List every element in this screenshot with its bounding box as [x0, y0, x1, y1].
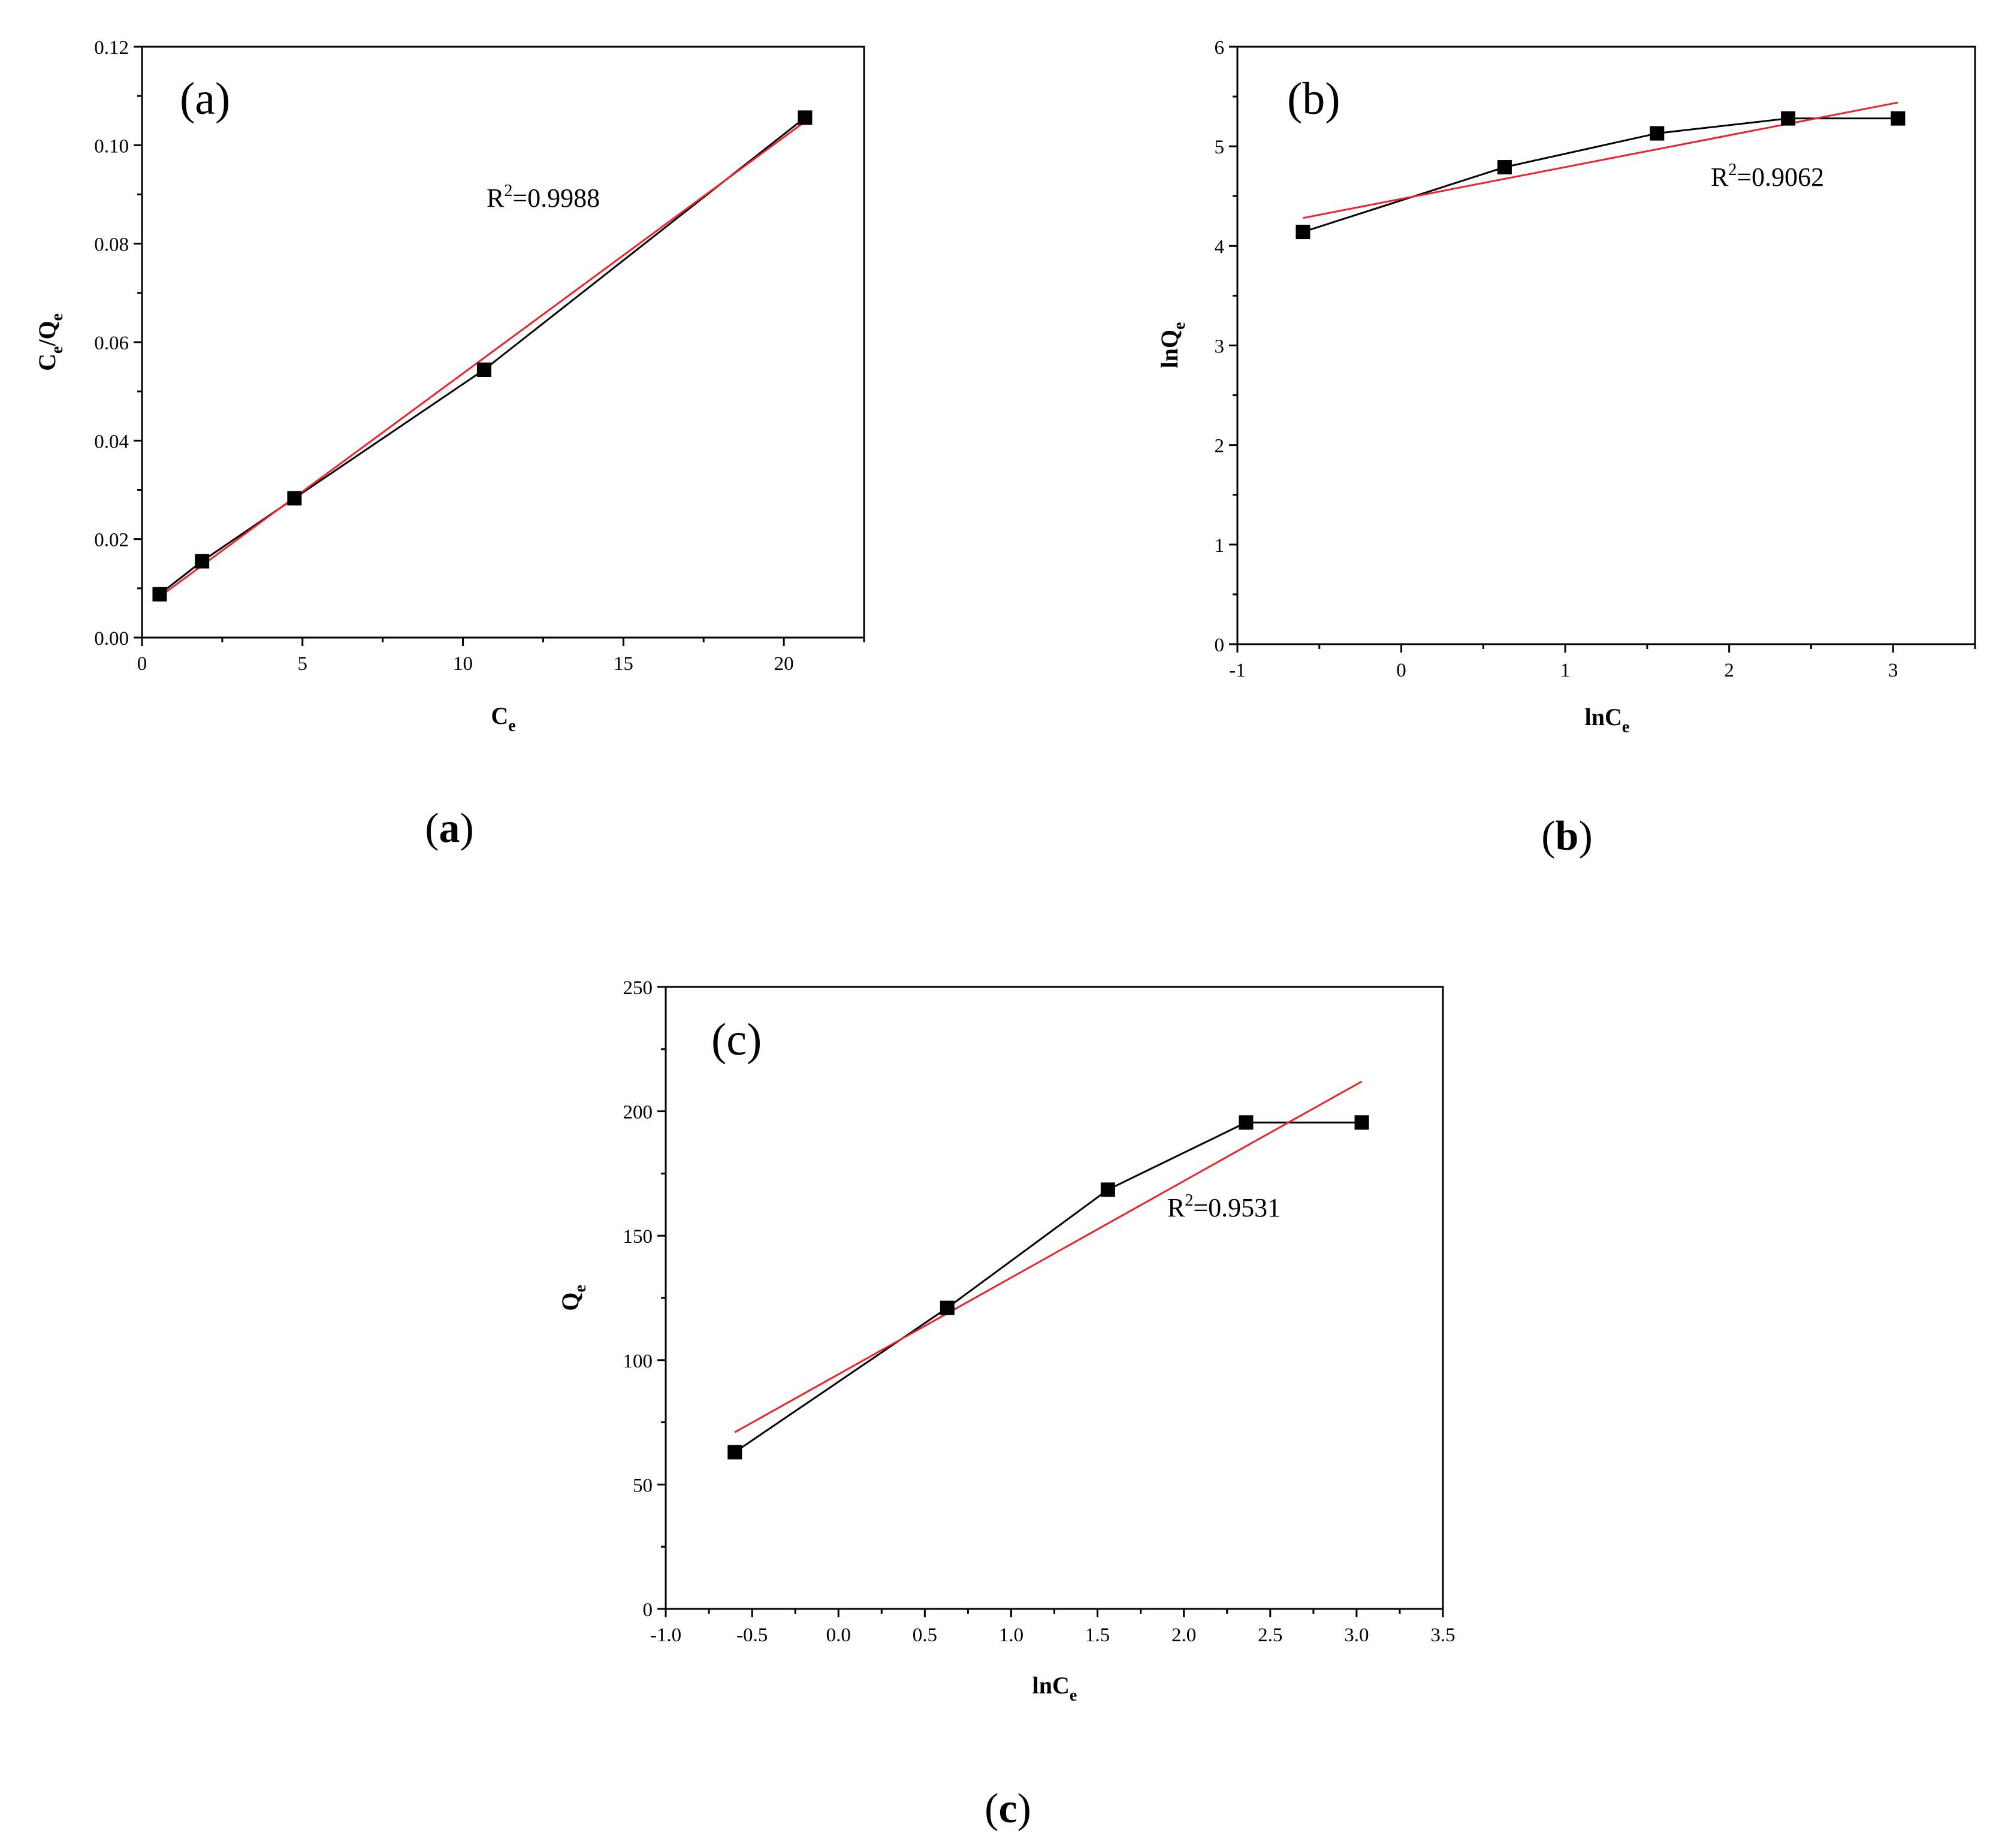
- y-tick-label: 100: [623, 1351, 653, 1372]
- data-point: [1354, 1115, 1369, 1130]
- panel-label: (a): [180, 74, 230, 124]
- x-tick-label: 5: [298, 653, 308, 675]
- x-tick-label: 3.0: [1344, 1624, 1369, 1646]
- data-point: [1781, 111, 1796, 126]
- y-tick-label: 0: [1215, 635, 1225, 656]
- x-tick-label: 10: [453, 653, 473, 675]
- x-tick-label: 3.5: [1430, 1624, 1455, 1646]
- plot-frame: [141, 46, 865, 639]
- r-squared-annotation: R2=0.9531: [1167, 1191, 1281, 1222]
- y-axis-label: Ce/Qe: [34, 313, 67, 371]
- x-tick-label: 1: [1560, 660, 1571, 681]
- y-tick-label: 0.00: [94, 628, 129, 650]
- data-point: [476, 363, 491, 378]
- x-axis-label: lnCe: [1585, 703, 1630, 736]
- y-tick-label: 0: [643, 1599, 653, 1621]
- data-point: [1497, 160, 1512, 175]
- y-axis-label: lnQe: [1156, 322, 1189, 369]
- x-tick-label: 20: [774, 653, 794, 675]
- r-squared-annotation: R2=0.9988: [487, 182, 600, 213]
- series-line: [734, 1121, 1362, 1453]
- series-line: [159, 117, 806, 595]
- data-point: [1296, 225, 1311, 240]
- y-tick-label: 1: [1215, 535, 1225, 557]
- y-tick-label: 4: [1215, 236, 1225, 258]
- y-tick-label: 0.10: [94, 135, 129, 157]
- y-tick-label: 150: [623, 1226, 653, 1248]
- x-tick-label: 3: [1888, 660, 1898, 681]
- fit-line: [159, 120, 806, 598]
- x-tick-label: 0.5: [913, 1624, 937, 1646]
- x-tick-label: 0.0: [826, 1624, 851, 1646]
- x-tick-label: 1.5: [1085, 1624, 1110, 1646]
- plot-frame: [1236, 46, 1976, 645]
- panel-caption-a: (a): [425, 805, 474, 851]
- y-tick-label: 0.08: [94, 234, 129, 256]
- x-axis-label: lnCe: [1032, 1672, 1077, 1705]
- y-tick-label: 3: [1215, 336, 1225, 358]
- data-point: [1891, 111, 1906, 126]
- data-point: [1100, 1182, 1115, 1197]
- fit-line: [1303, 101, 1898, 219]
- plot-area: [1296, 101, 1906, 240]
- panel-label: (b): [1287, 74, 1340, 124]
- y-tick-label: 50: [633, 1475, 653, 1496]
- plot-area: [727, 1080, 1369, 1460]
- x-tick-label: -1.0: [650, 1624, 681, 1646]
- y-tick-label: 6: [1215, 37, 1225, 59]
- data-point: [287, 491, 302, 506]
- chart-panel-a: 0 5 10 15 20 0.00 0.02 0.04 0.06 0.08 0.10 0.12 (a) R…: [34, 37, 865, 735]
- panel-caption-c: (c): [985, 1786, 1031, 1832]
- y-tick-label: 0.02: [94, 530, 129, 551]
- x-tick-label: 1.0: [999, 1624, 1023, 1646]
- chart-panel-c: -1.0 -0.5 0.0 0.5 1.0 1.5 2.0 2.5 3.0 3.5 0 50 100 15…: [557, 977, 1456, 1705]
- x-tick-label: -0.5: [736, 1624, 768, 1646]
- data-point: [727, 1445, 742, 1460]
- y-axis-label: Qe: [557, 1285, 590, 1311]
- data-point: [1650, 126, 1665, 141]
- plot-area: [152, 110, 813, 602]
- x-tick-label: 0: [1396, 660, 1406, 681]
- data-point: [152, 587, 167, 602]
- y-tick-label: 250: [623, 977, 653, 999]
- x-axis-label: Ce: [491, 702, 515, 735]
- x-tick-label: 15: [614, 653, 633, 675]
- x-tick-label: -1: [1229, 660, 1246, 681]
- y-tick-label: 0.12: [94, 37, 129, 59]
- data-point: [940, 1300, 955, 1315]
- data-point: [798, 110, 813, 125]
- panel-label: (c): [711, 1014, 762, 1065]
- y-tick-label: 200: [623, 1102, 653, 1124]
- x-tick-label: 2.0: [1171, 1624, 1196, 1646]
- panel-caption-b: (b): [1541, 813, 1593, 859]
- data-point: [195, 554, 210, 569]
- x-tick-label: 2.5: [1258, 1624, 1282, 1646]
- plot-frame: [665, 986, 1444, 1610]
- r-squared-annotation: R2=0.9062: [1711, 161, 1824, 192]
- y-tick-label: 0.04: [94, 431, 129, 452]
- x-tick-label: 2: [1724, 660, 1734, 681]
- y-tick-label: 5: [1215, 137, 1225, 158]
- x-tick-label: 0: [137, 653, 147, 675]
- fit-line: [734, 1080, 1363, 1433]
- data-point: [1239, 1115, 1254, 1130]
- y-tick-label: 2: [1215, 436, 1225, 457]
- y-tick-label: 0.06: [94, 333, 129, 354]
